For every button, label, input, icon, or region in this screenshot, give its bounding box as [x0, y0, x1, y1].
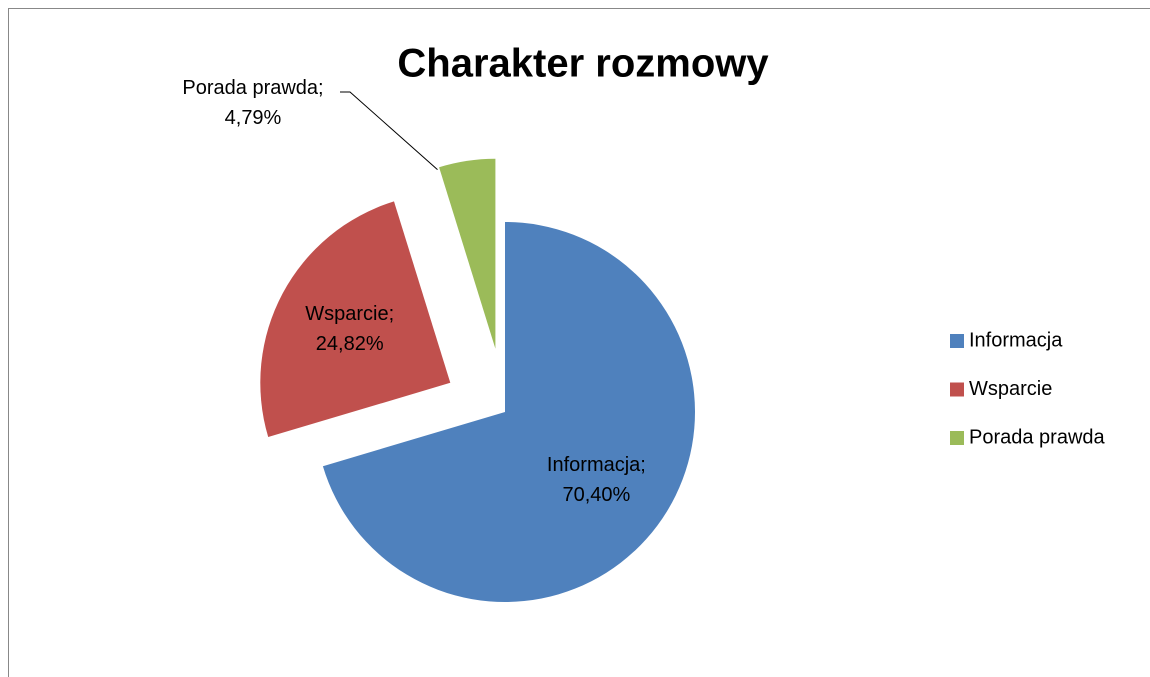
- data-label: Informacja; 70,40%: [546, 454, 646, 507]
- pie-slice: [322, 222, 695, 602]
- data-label: Porada prawda; 4,79%: [182, 77, 324, 129]
- pie-slice: [260, 201, 451, 438]
- chart-frame: [8, 8, 1150, 677]
- chart-title: Charakter rozmowy: [397, 42, 769, 86]
- legend-label: Wsparcie: [969, 378, 1052, 400]
- legend-swatch: [950, 431, 964, 445]
- leader-line: [340, 91, 438, 171]
- legend-swatch: [950, 334, 964, 348]
- legend-label: Informacja: [969, 329, 1063, 351]
- data-label: Wsparcie; 24,82%: [305, 303, 395, 356]
- pie-slice: [439, 158, 496, 349]
- legend-swatch: [950, 382, 964, 397]
- legend-label: Porada prawda: [969, 426, 1106, 448]
